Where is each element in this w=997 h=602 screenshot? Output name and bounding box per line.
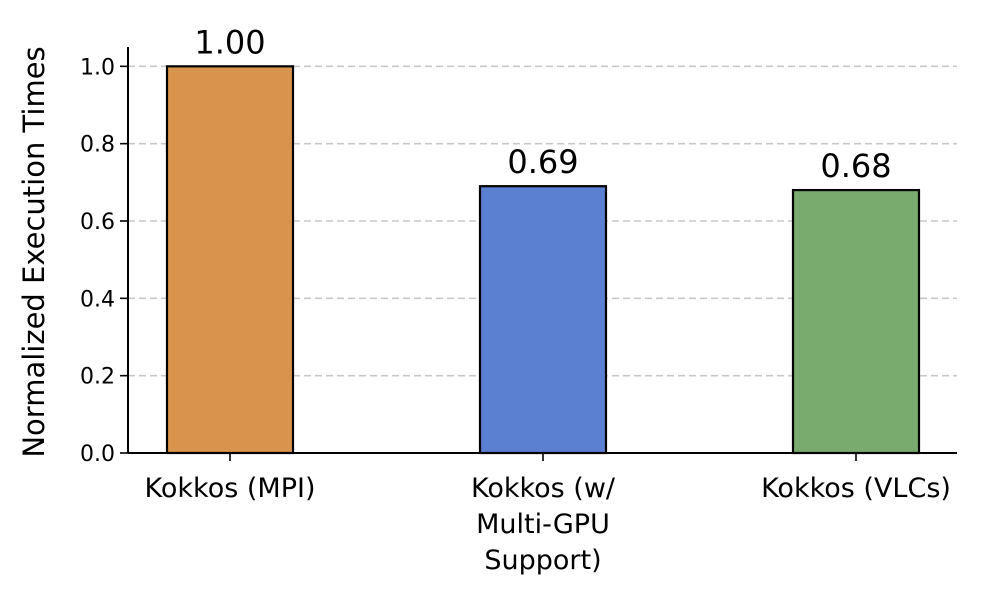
bar-value-label: 0.69	[507, 143, 578, 181]
y-tick-label: 0.0	[80, 442, 115, 467]
y-tick-label: 1.0	[80, 55, 115, 80]
bars	[165, 65, 921, 455]
y-ticks: 0.0 0.2 0.4 0.6 0.8 1.0	[80, 55, 128, 467]
x-tick-label-line: Kokkos (w/	[471, 473, 616, 504]
x-tick-label-line: Kokkos (VLCs)	[761, 473, 951, 504]
bar-value-label: 1.00	[194, 23, 265, 61]
x-ticks: Kokkos (MPI) Kokkos (w/Multi-GPU Support)K…	[145, 453, 951, 576]
y-tick-label: 0.8	[80, 133, 115, 158]
bar	[791, 188, 921, 455]
y-axis-label: Normalized Execution Times	[17, 46, 51, 457]
y-tick-label: 0.6	[80, 210, 115, 235]
x-tick-label: Kokkos (VLCs)	[761, 473, 951, 504]
x-tick-label: Kokkos (MPI)	[145, 473, 316, 504]
x-tick-label: Kokkos (w/Multi-GPU Support)	[471, 473, 616, 576]
bar	[478, 185, 608, 455]
bar	[165, 65, 295, 455]
y-tick-label: 0.2	[80, 365, 115, 390]
x-tick-label-line: Multi-GPU	[476, 509, 610, 540]
y-tick-label: 0.4	[80, 287, 115, 312]
x-tick-label-line: Kokkos (MPI)	[145, 473, 316, 504]
data-labels: 1.00 0.69 0.68	[194, 23, 891, 185]
x-tick-label-line: Support)	[484, 545, 601, 576]
bar-value-label: 0.68	[820, 147, 891, 185]
